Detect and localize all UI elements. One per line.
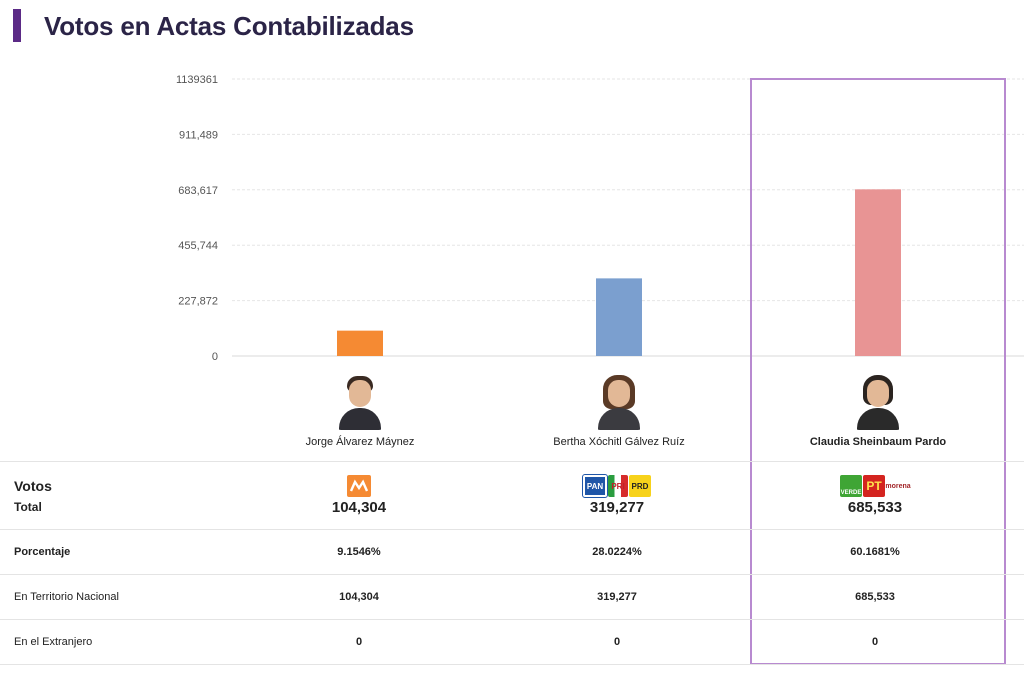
party-logos-maynez bbox=[347, 475, 371, 497]
party-logo-pri: PRI bbox=[608, 475, 628, 497]
abroad-sheinbaum: 0 bbox=[746, 619, 1004, 665]
bar bbox=[596, 278, 642, 356]
total-cell-maynez: 104,304 bbox=[230, 461, 488, 530]
title-accent-bar bbox=[13, 9, 21, 42]
total-cell-sheinbaum: VERDE PT morena 685,533 bbox=[746, 461, 1004, 530]
party-logos-sheinbaum: VERDE PT morena bbox=[840, 475, 911, 497]
total-label: Total bbox=[14, 499, 42, 514]
party-logo-pt: PT bbox=[863, 475, 885, 497]
bar bbox=[337, 330, 383, 356]
party-logo-pan: PAN bbox=[582, 474, 608, 498]
chart-category-labels: Jorge Álvarez Máynez Bertha Xóchitl Gálve… bbox=[306, 435, 947, 448]
percentage-label: Porcentaje bbox=[0, 529, 230, 575]
total-votes-galvez: 319,277 bbox=[589, 499, 645, 516]
total-votes-maynez: 104,304 bbox=[331, 499, 387, 516]
party-logo-verde: VERDE bbox=[840, 475, 862, 497]
abroad-galvez: 0 bbox=[488, 619, 746, 665]
party-logos-galvez: PAN PRI PRD bbox=[582, 474, 651, 498]
candidate-photo-sheinbaum bbox=[855, 372, 901, 430]
table-row-abroad: En el Extranjero 0 0 0 bbox=[0, 619, 1024, 665]
party-logo-prd: PRD bbox=[629, 475, 651, 497]
total-cell-galvez: PAN PRI PRD 319,277 bbox=[488, 461, 746, 530]
table-row-national: En Territorio Nacional 104,304 319,277 6… bbox=[0, 574, 1024, 620]
party-logo-morena: morena bbox=[885, 475, 911, 497]
y-tick-label: 455,744 bbox=[178, 240, 218, 252]
votes-label: Votos bbox=[14, 477, 52, 494]
category-label: Claudia Sheinbaum Pardo bbox=[810, 436, 947, 448]
chart-bars bbox=[337, 189, 901, 356]
results-table: Votos Total 104,304 PAN PRI PRD 319,277 … bbox=[0, 461, 1024, 665]
bar bbox=[855, 189, 901, 356]
category-label: Bertha Xóchitl Gálvez Ruíz bbox=[553, 436, 684, 448]
table-row-percentage: Porcentaje 9.1546% 28.0224% 60.1681% bbox=[0, 529, 1024, 575]
percentage-sheinbaum: 60.1681% bbox=[746, 529, 1004, 575]
y-tick-label: 1139361 bbox=[176, 74, 218, 86]
abroad-label: En el Extranjero bbox=[0, 619, 230, 665]
candidate-photo-maynez bbox=[337, 372, 383, 430]
chart-y-tick-labels: 0 227,872 455,744 683,617 911,489 1139361 bbox=[176, 74, 218, 363]
y-tick-label: 911,489 bbox=[179, 129, 218, 141]
y-tick-label: 0 bbox=[212, 351, 218, 363]
y-tick-label: 683,617 bbox=[178, 185, 218, 197]
national-sheinbaum: 685,533 bbox=[746, 574, 1004, 620]
national-galvez: 319,277 bbox=[488, 574, 746, 620]
national-label: En Territorio Nacional bbox=[0, 574, 230, 620]
candidate-photo-galvez bbox=[596, 372, 642, 430]
total-votes-sheinbaum: 685,533 bbox=[847, 499, 903, 516]
category-label: Jorge Álvarez Máynez bbox=[306, 435, 415, 448]
abroad-maynez: 0 bbox=[230, 619, 488, 665]
national-maynez: 104,304 bbox=[230, 574, 488, 620]
page-title: Votos en Actas Contabilizadas bbox=[44, 11, 414, 41]
percentage-galvez: 28.0224% bbox=[488, 529, 746, 575]
party-logo-mc bbox=[347, 475, 371, 497]
table-row-total-votes: Votos Total 104,304 PAN PRI PRD 319,277 … bbox=[0, 461, 1024, 530]
percentage-maynez: 9.1546% bbox=[230, 529, 488, 575]
y-tick-label: 227,872 bbox=[178, 296, 218, 308]
